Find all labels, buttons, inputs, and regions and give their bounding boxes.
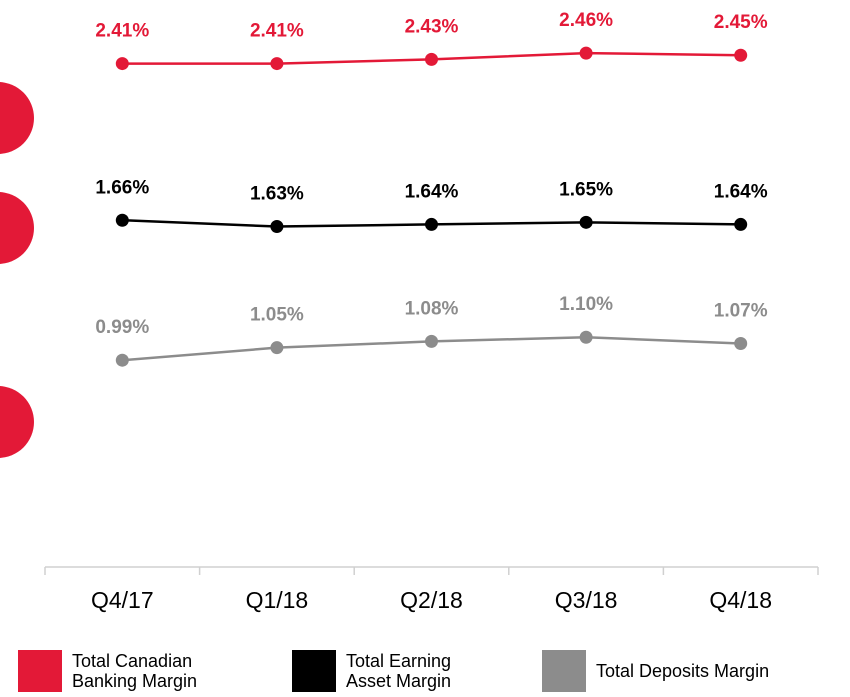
data-point	[115, 57, 129, 71]
data-label: 1.65%	[559, 179, 613, 200]
decor-circle	[0, 82, 34, 154]
data-label: 1.64%	[405, 181, 459, 202]
data-point	[734, 48, 748, 62]
data-point	[115, 353, 129, 367]
data-point	[425, 217, 438, 231]
x-tick-label: Q1/18	[246, 587, 309, 613]
data-label: 0.99%	[95, 317, 149, 338]
data-point	[425, 52, 438, 66]
data-label: 1.64%	[714, 181, 768, 202]
data-label: 2.41%	[250, 21, 304, 42]
data-point	[115, 213, 129, 227]
data-label: 1.66%	[95, 177, 149, 198]
decor-circle	[0, 386, 34, 458]
legend-label: Total Canadian Banking Margin	[72, 651, 198, 691]
data-label: 2.45%	[714, 12, 768, 33]
data-point	[579, 330, 593, 344]
data-label: 2.46%	[559, 10, 613, 31]
data-point	[270, 220, 284, 234]
legend-item: Total Canadian Banking Margin	[18, 650, 222, 692]
data-label: 2.43%	[405, 16, 459, 37]
decor-circle	[0, 192, 34, 264]
data-label: 1.05%	[250, 305, 304, 326]
legend-label: Total Earning Asset Margin	[346, 651, 452, 691]
data-point	[270, 341, 284, 355]
x-tick-label: Q4/18	[709, 587, 772, 613]
data-point	[734, 217, 748, 231]
legend-item: Total Deposits Margin	[542, 650, 836, 692]
data-point	[425, 334, 438, 348]
x-tick-label: Q3/18	[555, 587, 618, 613]
legend-item: Total Earning Asset Margin	[292, 650, 496, 692]
legend-swatch	[18, 650, 62, 692]
data-label: 1.10%	[559, 294, 613, 315]
data-label: 1.07%	[714, 301, 768, 322]
data-point	[579, 215, 593, 229]
data-label: 1.63%	[250, 184, 304, 205]
legend-label: Total Deposits Margin	[596, 661, 770, 681]
x-tick-label: Q4/17	[91, 587, 154, 613]
data-point	[270, 57, 284, 71]
data-point	[734, 336, 748, 350]
legend-swatch	[542, 650, 586, 692]
x-tick-label: Q2/18	[400, 587, 463, 613]
legend-swatch	[292, 650, 336, 692]
data-point	[579, 46, 593, 60]
data-label: 2.41%	[95, 21, 149, 42]
data-label: 1.08%	[405, 298, 459, 319]
